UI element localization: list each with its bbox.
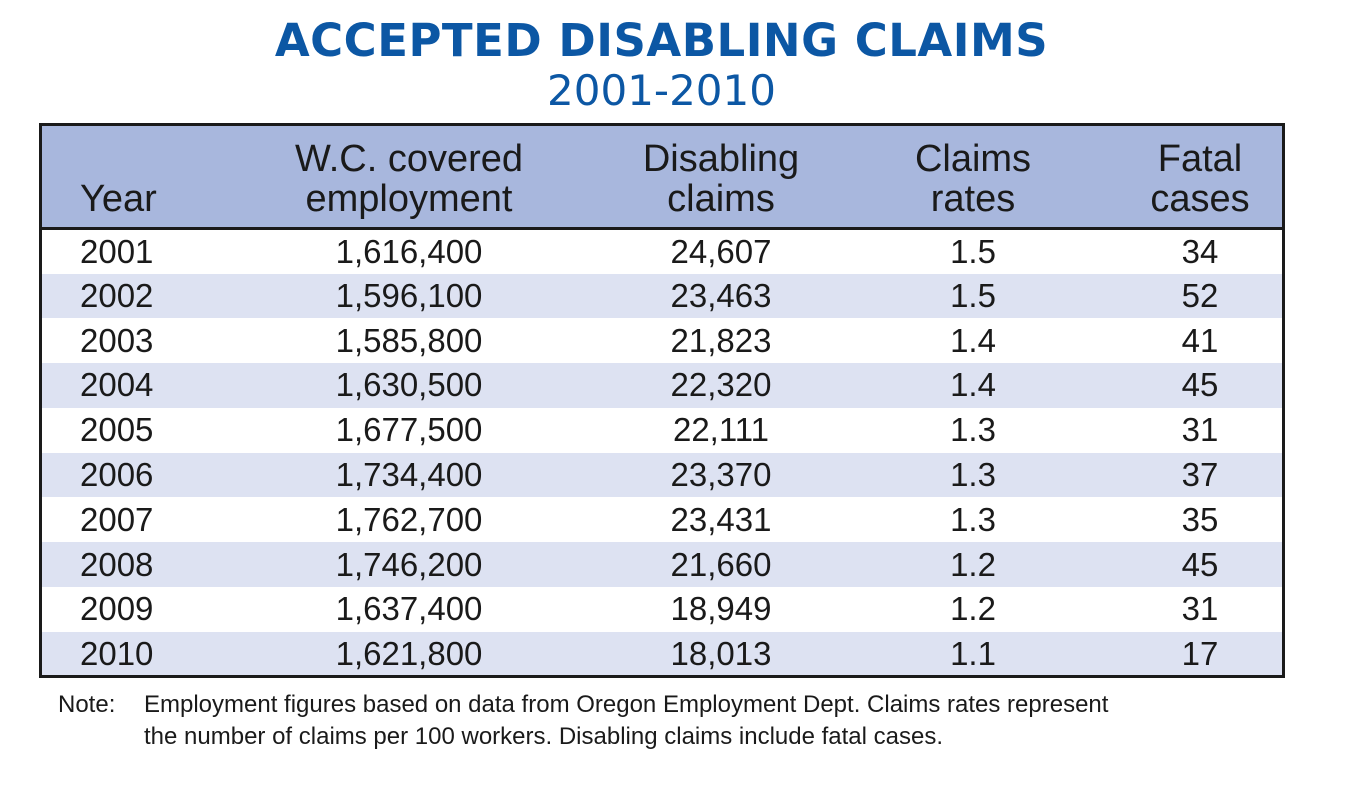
table-cell-claims-rates: 1.3 — [950, 411, 996, 449]
table-cell-year: 2006 — [80, 456, 154, 494]
table-cell-year: 2004 — [80, 366, 154, 404]
column-header-line-2: cases — [1150, 177, 1250, 220]
table-cell-employment: 1,585,800 — [335, 321, 483, 359]
table-body: 2001 1,616,400 24,607 1.5 34 2002 1,596,100 23,… — [42, 228, 1282, 675]
table-cell-disabling-claims: 23,431 — [670, 500, 772, 538]
table-cell-disabling-claims: 18,949 — [670, 590, 772, 628]
table-row: 2007 1,762,700 23,431 1.3 35 — [42, 497, 1282, 543]
table-row: 2001 1,616,400 24,607 1.5 34 — [42, 228, 1282, 274]
table-cell-fatal-cases: 17 — [1181, 635, 1219, 673]
table-cell-employment: 1,734,400 — [335, 456, 483, 494]
table-cell-disabling-claims: 24,607 — [670, 232, 772, 270]
table-cell-fatal-cases: 45 — [1181, 366, 1219, 404]
column-header-disabling-claims: Disabling claims — [614, 126, 828, 230]
table-row: 2006 1,734,400 23,370 1.3 37 — [42, 452, 1282, 498]
footnote-text: Employment figures based on data from Or… — [144, 689, 1294, 753]
table-cell-fatal-cases: 35 — [1181, 500, 1219, 538]
table-cell-fatal-cases: 37 — [1181, 456, 1219, 494]
column-header-line-2: Year — [80, 177, 157, 220]
table-cell-disabling-claims: 23,370 — [670, 456, 772, 494]
column-header-fatal-cases: Fatal cases — [1118, 126, 1282, 230]
table-cell-fatal-cases: 41 — [1181, 321, 1219, 359]
table-cell-employment: 1,762,700 — [335, 500, 483, 538]
table-cell-disabling-claims: 21,823 — [670, 321, 772, 359]
table-cell-claims-rates: 1.4 — [950, 366, 996, 404]
table-row: 2009 1,637,400 18,949 1.2 31 — [42, 587, 1282, 632]
table-cell-fatal-cases: 31 — [1181, 411, 1219, 449]
table-cell-disabling-claims: 23,463 — [670, 276, 772, 314]
table-cell-fatal-cases: 52 — [1181, 276, 1219, 314]
table-cell-claims-rates: 1.3 — [950, 500, 996, 538]
table-cell-year: 2007 — [80, 500, 154, 538]
table-cell-disabling-claims: 22,111 — [672, 411, 770, 449]
column-header-employment: W.C. covered employment — [204, 126, 614, 230]
column-header-line-1: Disabling — [642, 137, 800, 180]
table-cell-employment: 1,596,100 — [335, 276, 483, 314]
table-cell-claims-rates: 1.3 — [950, 456, 996, 494]
footnote-label: Note: — [58, 691, 116, 718]
claims-table-grid: Year W.C. covered employment Disabling claim… — [42, 126, 1282, 675]
column-header-line-2: employment — [305, 177, 513, 220]
table-row: 2010 1,621,800 18,013 1.1 17 — [42, 631, 1282, 675]
table-cell-year: 2002 — [80, 276, 154, 314]
column-header-line-2: rates — [930, 177, 1016, 220]
table-row: 2004 1,630,500 22,320 1.4 45 — [42, 363, 1282, 408]
table-cell-employment: 1,630,500 — [335, 366, 483, 404]
table-cell-disabling-claims: 22,320 — [670, 366, 772, 404]
table-cell-claims-rates: 1.2 — [950, 590, 996, 628]
table-row: 2002 1,596,100 23,463 1.5 52 — [42, 273, 1282, 319]
table-cell-claims-rates: 1.5 — [950, 276, 996, 314]
column-header-line-2: claims — [667, 177, 775, 220]
column-header-claims-rates: Claims rates — [828, 126, 1118, 230]
footnote-line-1: Employment figures based on data from Or… — [144, 691, 1109, 718]
table-cell-fatal-cases: 45 — [1181, 545, 1219, 583]
table-cell-year: 2008 — [80, 545, 154, 583]
table-cell-employment: 1,637,400 — [335, 590, 483, 628]
page-subtitle: 2001-2010 — [547, 66, 776, 115]
table-cell-employment: 1,746,200 — [335, 545, 483, 583]
column-header-line-1: Fatal — [1157, 137, 1243, 180]
table-row: 2003 1,585,800 21,823 1.4 41 — [42, 318, 1282, 364]
table-row: 2008 1,746,200 21,660 1.2 45 — [42, 542, 1282, 588]
table-cell-disabling-claims: 21,660 — [670, 545, 772, 583]
table-cell-employment: 1,616,400 — [335, 232, 483, 270]
table-cell-disabling-claims: 18,013 — [670, 635, 772, 673]
table-cell-fatal-cases: 31 — [1181, 590, 1219, 628]
table-cell-claims-rates: 1.2 — [950, 545, 996, 583]
column-header-year: Year — [42, 126, 204, 230]
header-row: Year W.C. covered employment Disabling claim… — [42, 126, 1282, 230]
table-cell-employment: 1,621,800 — [335, 635, 483, 673]
table-cell-year: 2005 — [80, 411, 154, 449]
table-cell-claims-rates: 1.4 — [950, 321, 996, 359]
table-cell-claims-rates: 1.1 — [950, 635, 996, 673]
table-cell-employment: 1,677,500 — [335, 411, 483, 449]
column-header-line-1: W.C. covered — [294, 137, 524, 180]
table-cell-year: 2009 — [80, 590, 154, 628]
table-header: Year W.C. covered employment Disabling claim… — [42, 126, 1282, 230]
table-cell-year: 2003 — [80, 321, 154, 359]
footnote-line-2: the number of claims per 100 workers. Di… — [144, 723, 944, 750]
table-cell-claims-rates: 1.5 — [950, 232, 996, 270]
table-cell-year: 2001 — [80, 232, 154, 270]
table-row: 2005 1,677,500 22,111 1.3 31 — [42, 407, 1282, 453]
page-title: ACCEPTED DISABLING CLAIMS — [274, 14, 1049, 67]
table-cell-year: 2010 — [80, 635, 154, 673]
table-cell-fatal-cases: 34 — [1181, 232, 1219, 270]
claims-table: Year W.C. covered employment Disabling claim… — [39, 123, 1285, 678]
column-header-line-1: Claims — [914, 137, 1032, 180]
